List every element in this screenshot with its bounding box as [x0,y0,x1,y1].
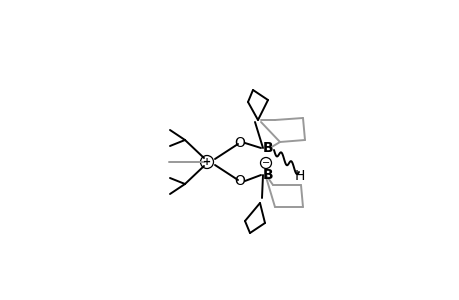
Text: B: B [262,168,273,182]
Text: H: H [294,169,304,183]
Text: B: B [262,141,273,155]
Text: −: − [261,158,269,168]
Text: O: O [234,136,245,150]
Text: O: O [234,174,245,188]
Text: +: + [202,157,211,167]
